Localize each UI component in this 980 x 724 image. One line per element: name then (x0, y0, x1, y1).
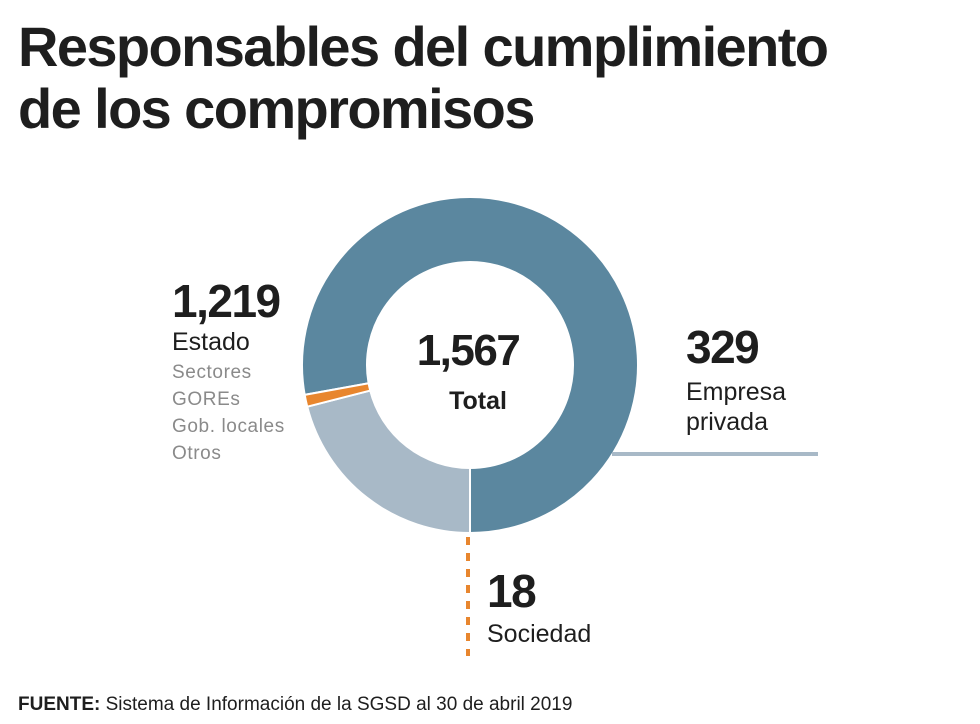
sociedad-slice (303, 382, 372, 408)
estado-subitem: GOREs (172, 389, 241, 410)
estado-value: 1,219 (172, 275, 281, 327)
total-caption: Total (449, 387, 507, 415)
empresa-label-line-2: privada (686, 408, 768, 436)
source-text: Sistema de Información de la SGSD al 30 … (105, 694, 573, 715)
chart-title: Responsables del cumplimiento de los com… (18, 16, 968, 140)
empresa-label-line-1: Empresa (686, 378, 787, 406)
sociedad-value: 18 (487, 565, 537, 617)
estado-slice (301, 196, 639, 535)
source-note: FUENTE: Sistema de Información de la SGS… (18, 694, 572, 716)
estado-subitem: Otros (172, 443, 222, 464)
title-line-1: Responsables del cumplimiento (18, 15, 829, 78)
sociedad-label: Sociedad (487, 620, 592, 648)
total-value: 1,567 (416, 326, 521, 375)
title-line-2: de los compromisos (18, 77, 535, 140)
source-label: FUENTE: (18, 694, 101, 715)
estado-label: Estado (172, 328, 250, 356)
estado-subitems: Sectores GOREs Gob. locales Otros (172, 359, 285, 467)
estado-subitem: Gob. locales (172, 416, 285, 437)
estado-subitem: Sectores (172, 362, 252, 383)
empresa-value: 329 (686, 321, 760, 373)
